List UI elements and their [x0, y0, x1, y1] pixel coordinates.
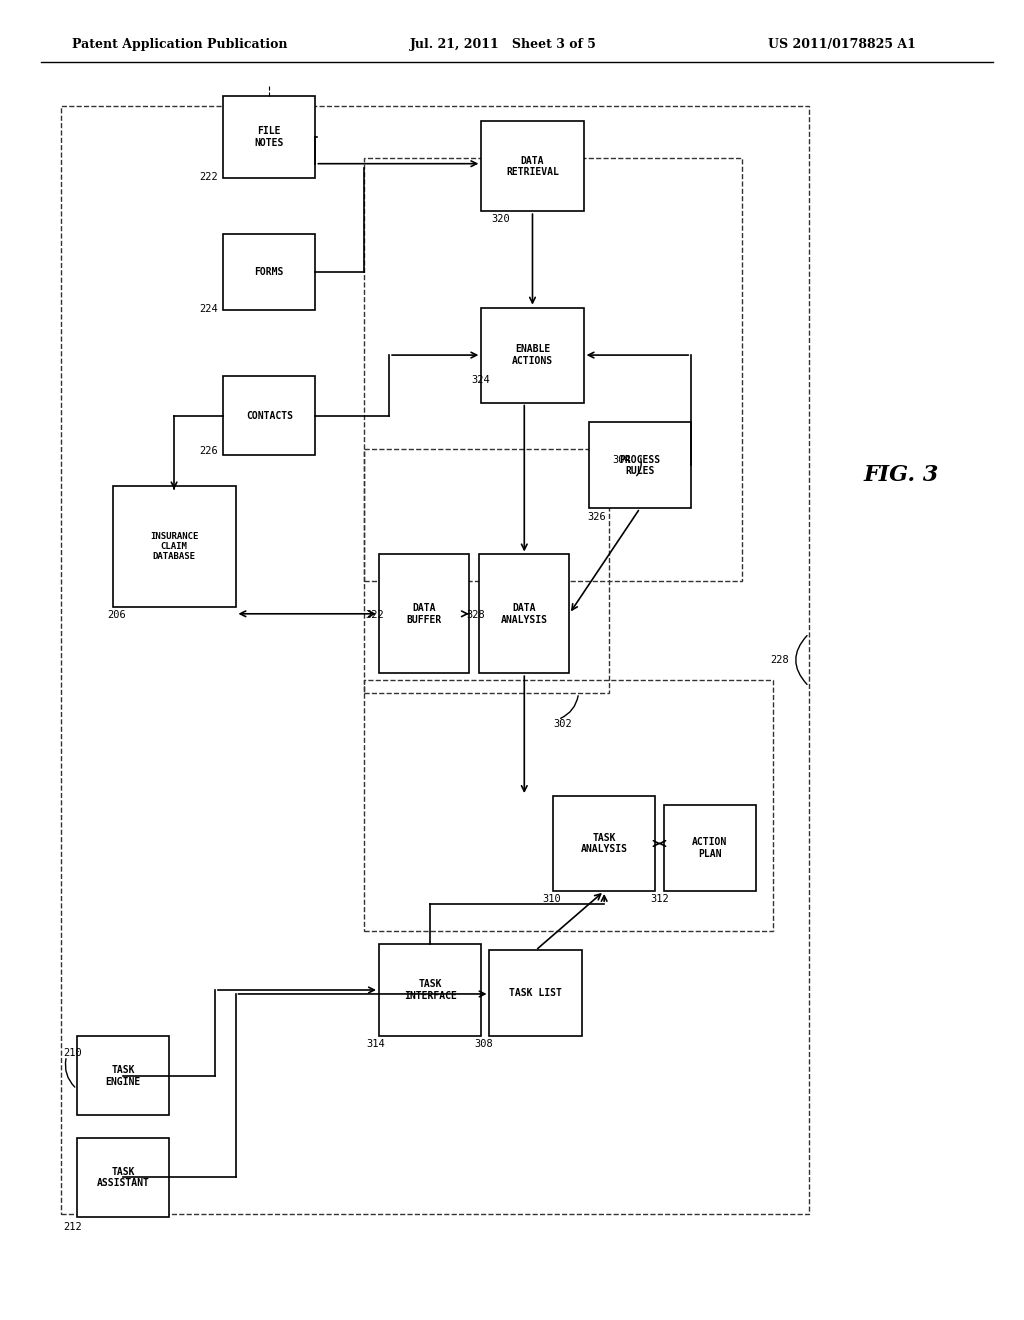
- Bar: [589, 422, 691, 508]
- Bar: [77, 1138, 169, 1217]
- Bar: [379, 554, 469, 673]
- Text: DATA
BUFFER: DATA BUFFER: [407, 603, 441, 624]
- Bar: [379, 944, 481, 1036]
- Bar: [553, 796, 655, 891]
- Bar: [664, 805, 756, 891]
- Text: 222: 222: [200, 172, 218, 182]
- Text: 228: 228: [770, 655, 788, 665]
- Text: FORMS: FORMS: [255, 267, 284, 277]
- Bar: [364, 449, 609, 693]
- Text: DATA
RETRIEVAL: DATA RETRIEVAL: [506, 156, 559, 177]
- Text: Jul. 21, 2011   Sheet 3 of 5: Jul. 21, 2011 Sheet 3 of 5: [410, 38, 596, 51]
- Bar: [223, 234, 315, 310]
- Text: TASK
ENGINE: TASK ENGINE: [105, 1065, 140, 1086]
- Bar: [223, 376, 315, 455]
- Bar: [61, 106, 809, 1214]
- Text: INSURANCE
CLAIM
DATABASE: INSURANCE CLAIM DATABASE: [150, 532, 199, 561]
- Text: 324: 324: [471, 375, 489, 385]
- Bar: [113, 486, 236, 607]
- Text: ACTION
PLAN: ACTION PLAN: [692, 837, 727, 859]
- Text: 212: 212: [63, 1222, 82, 1233]
- Bar: [364, 158, 742, 581]
- Bar: [223, 96, 315, 178]
- Bar: [481, 308, 584, 403]
- Text: Patent Application Publication: Patent Application Publication: [72, 38, 287, 51]
- Text: US 2011/0178825 A1: US 2011/0178825 A1: [768, 38, 915, 51]
- Text: 210: 210: [63, 1048, 82, 1059]
- Text: DATA
ANALYSIS: DATA ANALYSIS: [501, 603, 548, 624]
- Text: 326: 326: [588, 512, 606, 523]
- Bar: [489, 950, 582, 1036]
- Text: 304: 304: [612, 455, 631, 466]
- Text: 314: 314: [367, 1039, 385, 1049]
- Bar: [481, 121, 584, 211]
- Text: 226: 226: [200, 446, 218, 457]
- Bar: [479, 554, 569, 673]
- Text: 320: 320: [492, 214, 510, 224]
- Text: TASK LIST: TASK LIST: [509, 989, 562, 998]
- Text: CONTACTS: CONTACTS: [246, 411, 293, 421]
- Text: TASK
ASSISTANT: TASK ASSISTANT: [96, 1167, 150, 1188]
- Bar: [364, 680, 773, 931]
- Text: 328: 328: [466, 610, 484, 620]
- Text: ENABLE
ACTIONS: ENABLE ACTIONS: [512, 345, 553, 366]
- Text: FIG. 3: FIG. 3: [863, 465, 939, 486]
- Text: 308: 308: [474, 1039, 493, 1049]
- Text: 206: 206: [108, 610, 126, 620]
- Text: 322: 322: [366, 610, 384, 620]
- Text: 312: 312: [650, 894, 669, 904]
- Bar: [77, 1036, 169, 1115]
- Text: 224: 224: [200, 304, 218, 314]
- Text: 302: 302: [553, 719, 571, 730]
- Text: 310: 310: [543, 894, 561, 904]
- Text: TASK
ANALYSIS: TASK ANALYSIS: [581, 833, 628, 854]
- Text: FILE
NOTES: FILE NOTES: [255, 127, 284, 148]
- Text: TASK
INTERFACE: TASK INTERFACE: [403, 979, 457, 1001]
- Text: PROCESS
RULES: PROCESS RULES: [620, 454, 660, 477]
